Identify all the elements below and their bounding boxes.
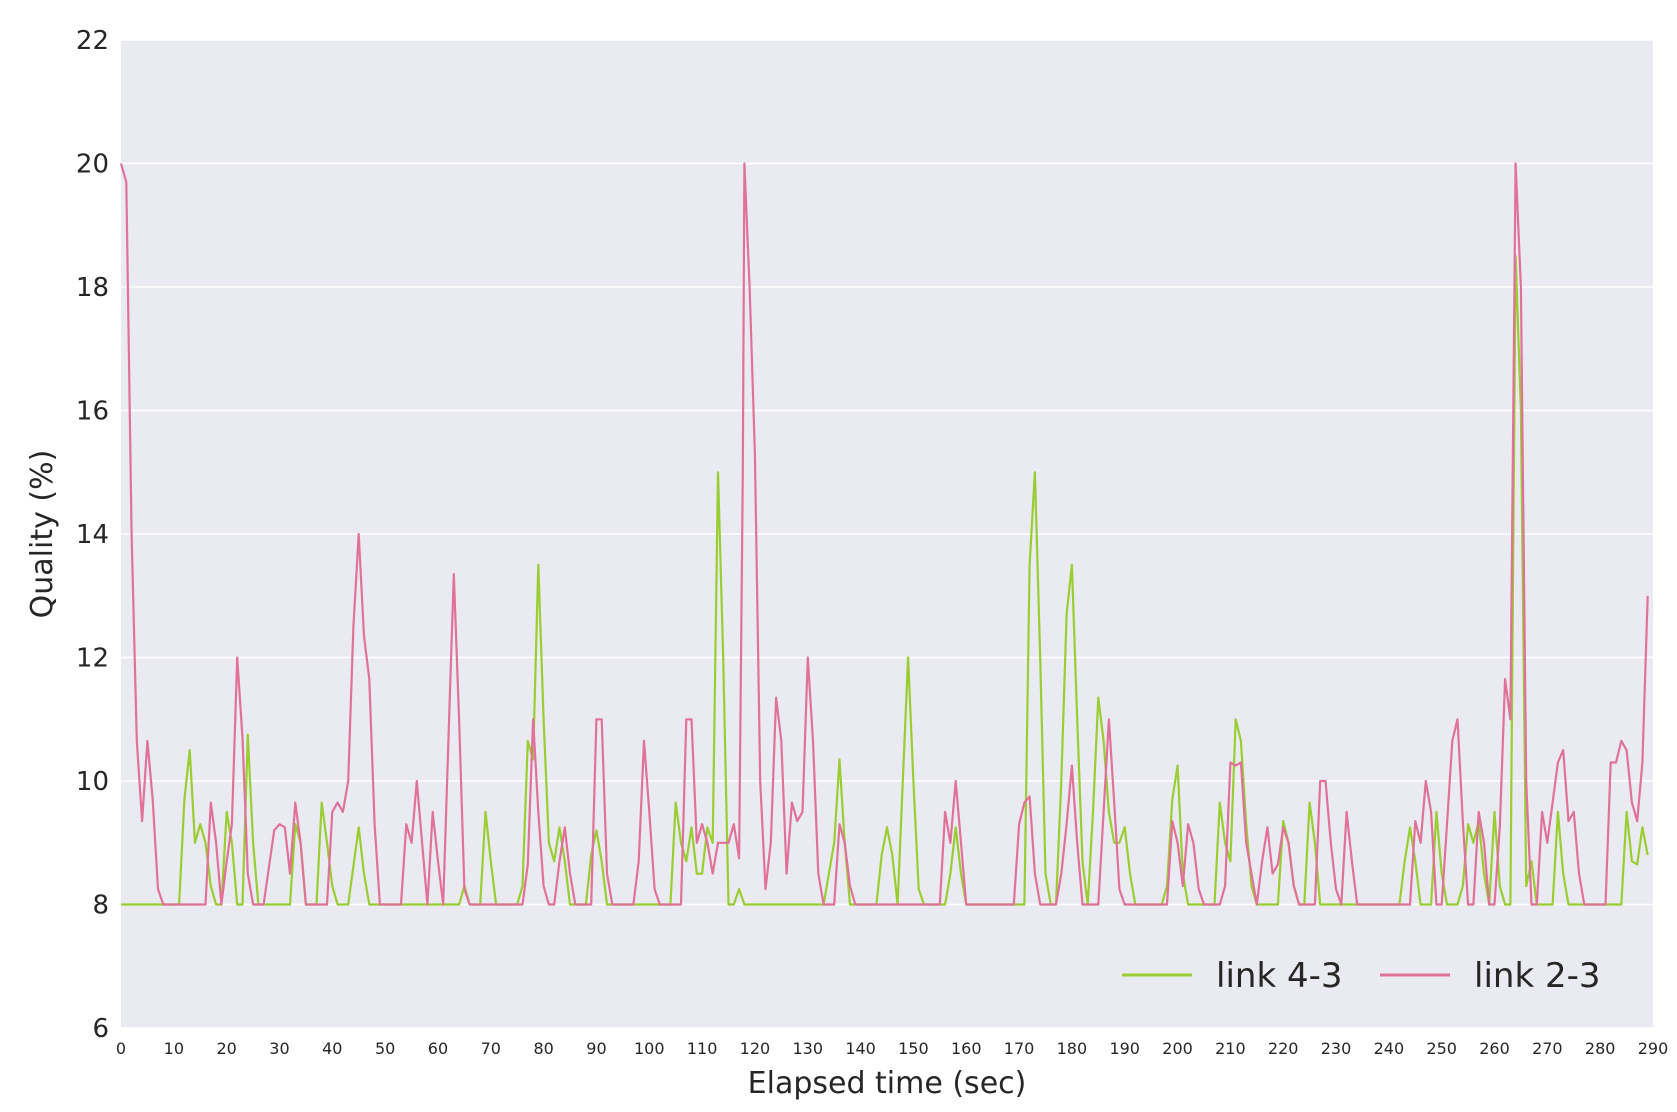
x-axis-label: Elapsed time (sec) (748, 1066, 1027, 1101)
x-tick-label: 70 (481, 1039, 501, 1058)
x-tick-label: 270 (1532, 1039, 1563, 1058)
series-lines (119, 162, 1649, 906)
y-tick-label: 20 (76, 150, 109, 180)
y-axis-label: Quality (%) (25, 450, 60, 619)
x-tick-label: 10 (164, 1039, 184, 1058)
x-tick-label: 150 (898, 1039, 929, 1058)
x-tick-label: 260 (1479, 1039, 1510, 1058)
x-tick-label: 210 (1215, 1039, 1246, 1058)
x-tick-label: 220 (1268, 1039, 1299, 1058)
series-line (119, 162, 1649, 906)
x-tick-label: 100 (634, 1039, 665, 1058)
y-tick-label: 22 (76, 26, 109, 56)
x-tick-label: 160 (951, 1039, 982, 1058)
x-tick-label: 290 (1638, 1039, 1669, 1058)
x-tick-label: 140 (845, 1039, 876, 1058)
x-tick-label: 90 (586, 1039, 606, 1058)
y-tick-labels: 6 8 10 12 14 16 18 20 22 (76, 26, 109, 1044)
legend: link 4-3 link 2-3 (1122, 956, 1600, 996)
x-tick-label: 0 (116, 1039, 126, 1058)
y-tick-label: 14 (76, 520, 109, 550)
x-tick-label: 40 (322, 1039, 342, 1058)
x-tick-label: 130 (792, 1039, 823, 1058)
x-tick-label: 250 (1426, 1039, 1457, 1058)
x-tick-label: 180 (1057, 1039, 1088, 1058)
x-tick-label: 230 (1321, 1039, 1352, 1058)
y-tick-label: 12 (76, 644, 109, 674)
x-tick-label: 200 (1162, 1039, 1193, 1058)
x-tick-label: 280 (1585, 1039, 1616, 1058)
x-tick-label: 240 (1374, 1039, 1405, 1058)
x-tick-label: 80 (533, 1039, 553, 1058)
x-tick-label: 20 (216, 1039, 236, 1058)
x-tick-label: 30 (269, 1039, 289, 1058)
x-tick-labels: 0 10 20 30 40 50 60 70 80 90 100 110 120 130 140 150 160… (116, 1039, 1668, 1058)
x-tick-label: 50 (375, 1039, 395, 1058)
x-tick-label: 120 (740, 1039, 771, 1058)
x-tick-label: 110 (687, 1039, 718, 1058)
x-tick-label: 60 (428, 1039, 448, 1058)
legend-label: link 4-3 (1216, 956, 1342, 996)
y-tick-label: 8 (92, 891, 109, 921)
legend-label: link 2-3 (1474, 956, 1600, 996)
y-tick-label: 10 (76, 767, 109, 797)
y-tick-label: 6 (92, 1014, 109, 1044)
y-tick-label: 16 (76, 397, 109, 427)
x-tick-label: 190 (1109, 1039, 1140, 1058)
y-tick-label: 18 (76, 273, 109, 303)
x-tick-label: 170 (1004, 1039, 1035, 1058)
series-line (121, 255, 1649, 906)
